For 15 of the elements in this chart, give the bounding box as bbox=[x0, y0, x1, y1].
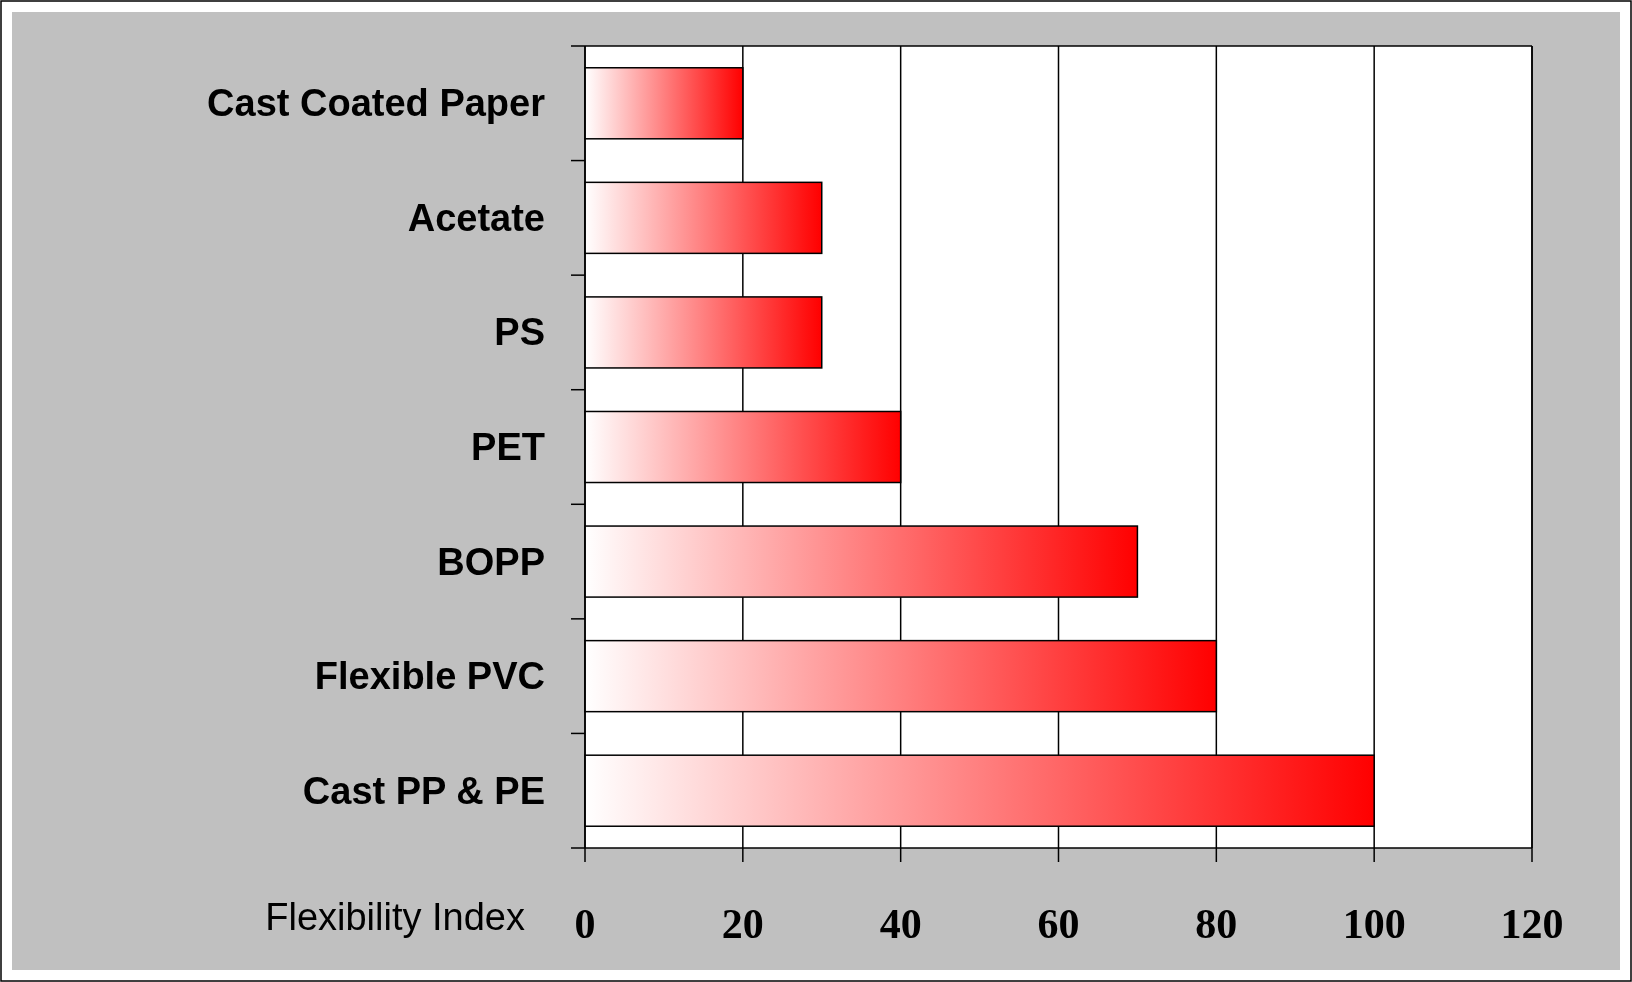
y-tick-label: Acetate bbox=[407, 196, 545, 239]
x-tick-label: 120 bbox=[1500, 901, 1564, 947]
y-tick-label: PS bbox=[494, 311, 545, 354]
x-tick-label: 20 bbox=[721, 901, 764, 947]
x-tick-label: 80 bbox=[1195, 901, 1238, 947]
x-tick-label: 40 bbox=[879, 901, 922, 947]
x-axis-title: Flexibility Index bbox=[265, 896, 525, 938]
y-tick-label: Cast Coated Paper bbox=[207, 82, 546, 125]
x-tick-label: 60 bbox=[1037, 901, 1080, 947]
y-tick-label: PET bbox=[471, 426, 545, 468]
x-tick-label: 0 bbox=[574, 901, 596, 947]
x-tick-label: 100 bbox=[1342, 901, 1406, 947]
y-tick-label: Flexible PVC bbox=[314, 655, 545, 698]
y-tick-label: BOPP bbox=[437, 540, 545, 583]
y-tick-label: Cast PP & PE bbox=[302, 769, 545, 812]
